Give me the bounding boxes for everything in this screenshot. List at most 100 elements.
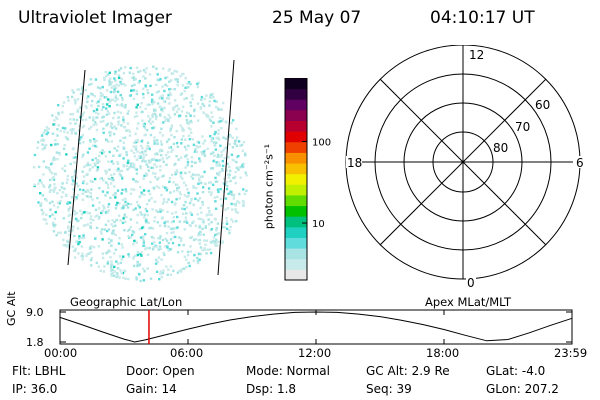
- uv-pixel: [209, 135, 212, 138]
- uv-pixel: [162, 185, 165, 188]
- uv-pixel: [235, 136, 239, 139]
- uv-pixel: [165, 265, 168, 268]
- uv-pixel: [96, 214, 99, 217]
- uv-pixel: [168, 146, 171, 149]
- uv-pixel: [121, 221, 125, 225]
- uv-pixel: [96, 86, 100, 89]
- uv-pixel: [126, 112, 129, 115]
- uv-pixel: [196, 140, 199, 144]
- uv-pixel: [157, 159, 161, 162]
- xtick-label-0000: 00:00: [44, 346, 78, 360]
- uv-pixel: [186, 161, 190, 164]
- colorbar-cell: [285, 120, 307, 132]
- uv-pixel: [202, 233, 205, 236]
- uv-pixel: [215, 241, 218, 244]
- uv-pixel: [155, 245, 158, 248]
- uv-pixel: [124, 197, 127, 200]
- uv-pixel: [94, 78, 98, 81]
- uv-pixel: [85, 182, 89, 185]
- uv-pixel: [138, 227, 141, 231]
- uv-pixel: [176, 189, 179, 192]
- uv-pixel: [48, 178, 52, 182]
- uv-pixel: [76, 227, 80, 230]
- uv-pixel: [157, 90, 160, 93]
- uv-pixel: [50, 171, 54, 175]
- uv-pixel: [166, 273, 169, 276]
- uv-pixel: [51, 114, 54, 117]
- uv-pixel: [145, 203, 149, 206]
- uv-pixel: [81, 170, 84, 173]
- uv-pixel: [63, 130, 66, 133]
- uv-pixel: [169, 93, 173, 97]
- uv-pixel: [69, 113, 72, 116]
- uv-pixel: [210, 111, 213, 114]
- uv-pixel: [72, 156, 75, 159]
- uv-pixel: [217, 129, 220, 132]
- uv-pixel: [222, 182, 225, 185]
- uv-pixel: [206, 147, 209, 150]
- uv-pixel: [140, 140, 143, 143]
- uv-pixel: [44, 197, 47, 201]
- uv-pixel: [172, 216, 176, 219]
- uv-pixel: [110, 265, 113, 268]
- uv-pixel: [89, 226, 93, 230]
- uv-pixel: [102, 204, 105, 207]
- uv-pixel: [130, 188, 133, 191]
- uv-pixel: [143, 193, 146, 197]
- uv-pixel: [135, 140, 138, 144]
- uv-pixel: [153, 139, 156, 142]
- uv-pixel: [107, 186, 110, 189]
- uv-pixel: [184, 216, 188, 219]
- uv-pixel: [86, 151, 90, 154]
- uv-pixel: [101, 152, 104, 155]
- uv-pixel: [136, 138, 140, 142]
- uv-pixel: [62, 147, 66, 151]
- uv-pixel: [168, 116, 172, 119]
- uv-pixel: [118, 69, 121, 72]
- uv-pixel: [190, 235, 194, 239]
- uv-pixel: [74, 132, 78, 135]
- uv-pixel: [169, 146, 173, 149]
- uv-pixel: [92, 123, 95, 127]
- uv-pixel: [62, 238, 65, 242]
- uv-pixel: [175, 141, 179, 145]
- uv-pixel: [205, 214, 208, 217]
- uv-pixel: [57, 201, 60, 204]
- uv-pixel: [212, 121, 215, 124]
- uv-pixel: [106, 110, 109, 113]
- uv-pixel: [102, 151, 106, 154]
- uv-pixel: [40, 181, 43, 184]
- uv-pixel: [92, 218, 95, 222]
- uv-pixel: [132, 178, 135, 181]
- timeline-ytick-bottom: 1.8: [26, 336, 44, 349]
- uv-pixel: [201, 135, 204, 138]
- uv-pixel: [196, 119, 200, 122]
- uv-pixel: [203, 248, 207, 251]
- uv-pixel: [143, 174, 146, 177]
- uv-pixel: [79, 209, 82, 213]
- uv-pixel: [225, 180, 229, 184]
- uv-pixel: [183, 97, 186, 101]
- uv-pixel: [80, 136, 83, 139]
- uv-pixel: [202, 221, 205, 224]
- uv-pixel: [133, 78, 136, 81]
- uv-pixel: [135, 114, 139, 118]
- uv-pixel: [54, 211, 57, 214]
- uv-pixel: [120, 192, 123, 195]
- uv-pixel: [65, 193, 68, 196]
- uv-pixel: [139, 165, 142, 168]
- uv-pixel: [170, 133, 173, 137]
- uv-pixel: [78, 188, 82, 191]
- uv-pixel: [207, 218, 210, 221]
- uv-pixel: [153, 216, 157, 219]
- uv-pixel: [74, 102, 77, 105]
- uv-pixel: [94, 208, 98, 212]
- uv-pixel: [38, 179, 42, 182]
- uv-pixel: [52, 223, 55, 226]
- uv-pixel: [99, 91, 102, 95]
- uv-pixel: [156, 221, 159, 224]
- uv-pixel: [209, 181, 213, 184]
- uv-pixel: [89, 140, 92, 143]
- uv-pixel: [215, 229, 218, 232]
